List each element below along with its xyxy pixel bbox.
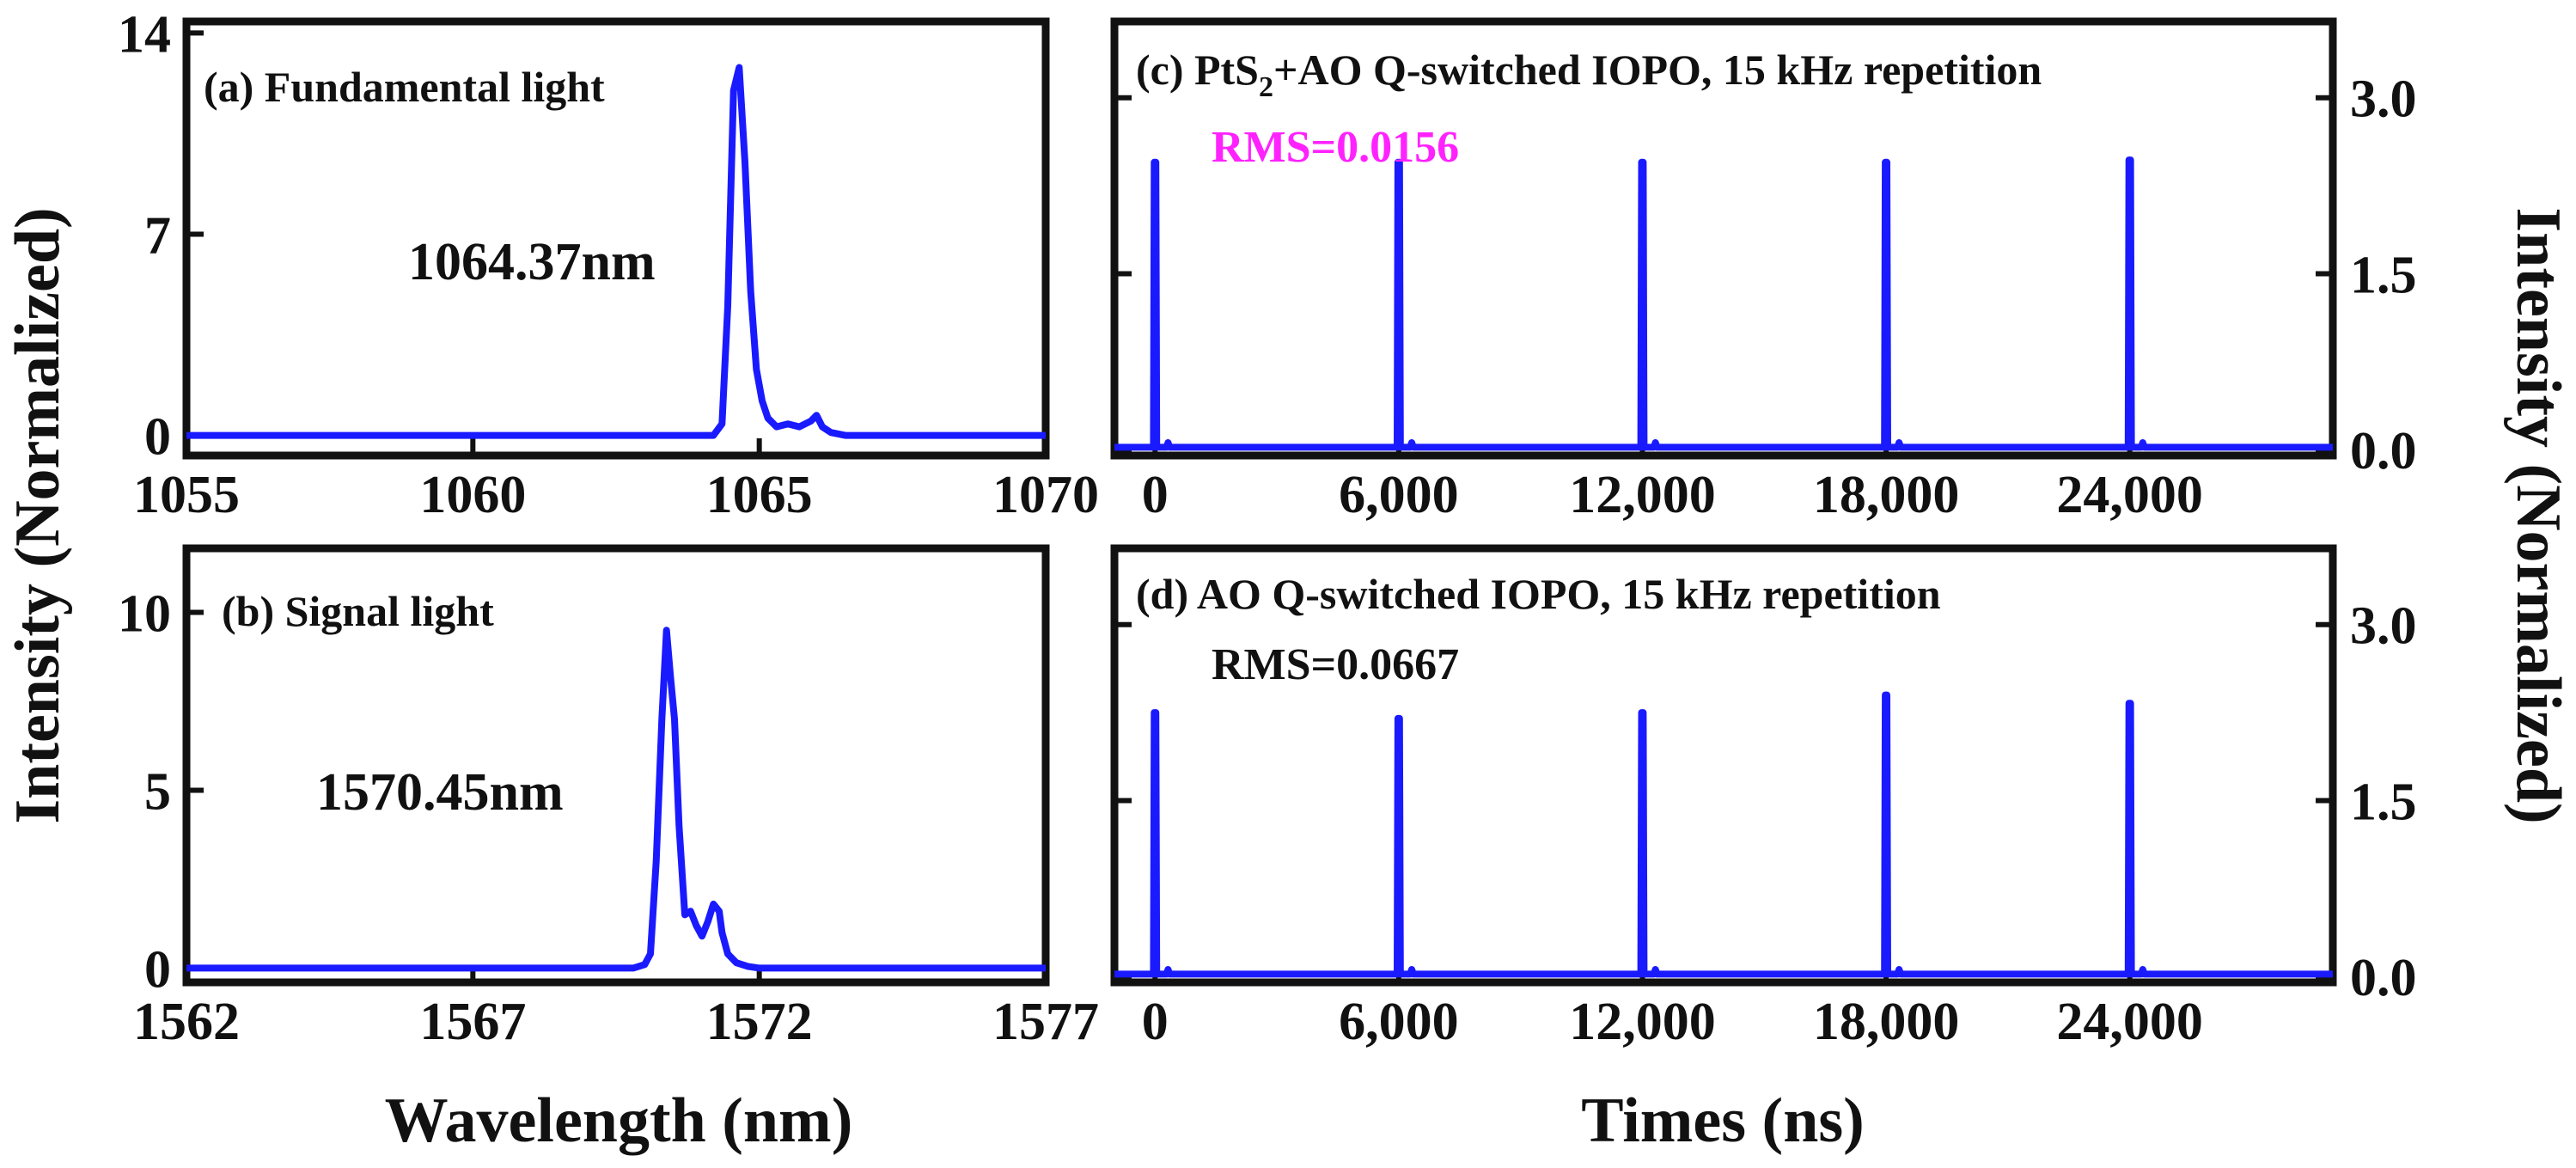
- panel-a-fundamental-spectrum: 1055 1060 1065 1070 0 7 14 (a) Fundamental lig…: [118, 5, 1099, 524]
- panel-c-title: (c) PtS2+AO Q-switched IOPO, 15 kHz repe…: [1136, 46, 2042, 103]
- panel-c-ytick-label: 0.0: [2350, 422, 2417, 480]
- left-x-axis-label: Wavelength (nm): [385, 1085, 853, 1156]
- right-y-axis-label: Intensity (Normalized): [2503, 207, 2573, 823]
- panel-c-title-main: (c) PtS: [1136, 46, 1259, 94]
- panel-b-ytick-label: 10: [118, 585, 171, 644]
- panel-b-xtick-label: 1572: [706, 993, 813, 1051]
- panel-d-ytick-label: 3.0: [2350, 597, 2417, 656]
- panel-c-xtick-label: 6,000: [1339, 466, 1459, 524]
- panel-a-xtick-label: 1060: [419, 466, 526, 524]
- panel-a-trace: [186, 64, 1046, 439]
- panel-c-ticks: 0 6,000 12,000 18,000 24,000 0.0 1.5 3.0: [1114, 70, 2417, 524]
- panel-c-xtick-label: 0: [1142, 466, 1169, 524]
- panel-c-trace: [1114, 156, 2333, 451]
- panel-b-frame: [182, 544, 1050, 987]
- panel-a-xtick-label: 1070: [992, 466, 1099, 524]
- panel-d-frame: [1110, 544, 2337, 987]
- panel-a-frame: [182, 17, 1050, 460]
- panel-a-ytick-label: 14: [118, 5, 171, 64]
- panel-d-xtick-label: 6,000: [1339, 993, 1459, 1051]
- panel-d-xtick-label: 24,000: [2056, 993, 2203, 1051]
- panel-d-ao-pulse-train: 0 6,000 12,000 18,000 24,000 0.0 1.5 3.0 (d) AO…: [1110, 544, 2417, 1051]
- panel-d-title: (d) AO Q-switched IOPO, 15 kHz repetitio…: [1136, 570, 1941, 618]
- panel-c-xtick-label: 24,000: [2056, 466, 2203, 524]
- panel-a-ytick-label: 7: [144, 206, 171, 265]
- panel-c-pts2-pulse-train: 0 6,000 12,000 18,000 24,000 0.0 1.5 3.0 (c) Pt…: [1110, 17, 2417, 524]
- panel-b-xtick-label: 1562: [133, 993, 240, 1051]
- panel-c-rms-label: RMS=0.0156: [1212, 123, 1459, 172]
- panel-d-rms-label: RMS=0.0667: [1212, 640, 1459, 689]
- panel-b-trace: [186, 627, 1046, 972]
- panel-b-xtick-label: 1567: [419, 993, 526, 1051]
- panel-c-ytick-label: 1.5: [2350, 246, 2417, 304]
- panel-c-ytick-label: 3.0: [2350, 70, 2417, 129]
- panel-b-ytick-label: 0: [144, 940, 171, 999]
- panel-b-title: (b) Signal light: [222, 587, 494, 635]
- panel-d-xtick-label: 0: [1142, 993, 1169, 1051]
- panel-a-title: (a) Fundamental light: [204, 63, 605, 111]
- panel-a-peak-label: 1064.37nm: [408, 233, 656, 291]
- panel-d-ytick-label: 1.5: [2350, 773, 2417, 831]
- left-y-axis-label: Intensity (Normalized): [3, 207, 73, 823]
- panel-d-ytick-label: 0.0: [2350, 949, 2417, 1007]
- panel-a-ytick-label: 0: [144, 408, 171, 467]
- panel-c-title-subscript: 2: [1259, 71, 1273, 103]
- right-x-axis-label: Times (ns): [1581, 1085, 1865, 1156]
- panel-d-xtick-label: 18,000: [1813, 993, 1960, 1051]
- panel-a-xtick-label: 1065: [706, 466, 813, 524]
- panel-a-xtick-label: 1055: [133, 466, 240, 524]
- panel-b-ytick-label: 5: [144, 762, 171, 821]
- panel-d-xtick-label: 12,000: [1569, 993, 1716, 1051]
- panel-c-xtick-label: 12,000: [1569, 466, 1716, 524]
- panel-c-xtick-label: 18,000: [1813, 466, 1960, 524]
- panel-d-trace: [1114, 691, 2333, 978]
- panel-b-ticks: 1562 1567 1572 1577 0 5 10: [118, 585, 1099, 1051]
- panel-b-xtick-label: 1577: [992, 993, 1099, 1051]
- panel-c-frame: [1110, 17, 2337, 460]
- panel-b-signal-spectrum: 1562 1567 1572 1577 0 5 10 (b) Signal light 15…: [118, 544, 1099, 1051]
- panel-b-peak-label: 1570.45nm: [316, 763, 564, 822]
- panel-c-title-rest: +AO Q-switched IOPO, 15 kHz repetition: [1273, 46, 2042, 94]
- panel-a-ticks: 1055 1060 1065 1070 0 7 14: [118, 5, 1099, 524]
